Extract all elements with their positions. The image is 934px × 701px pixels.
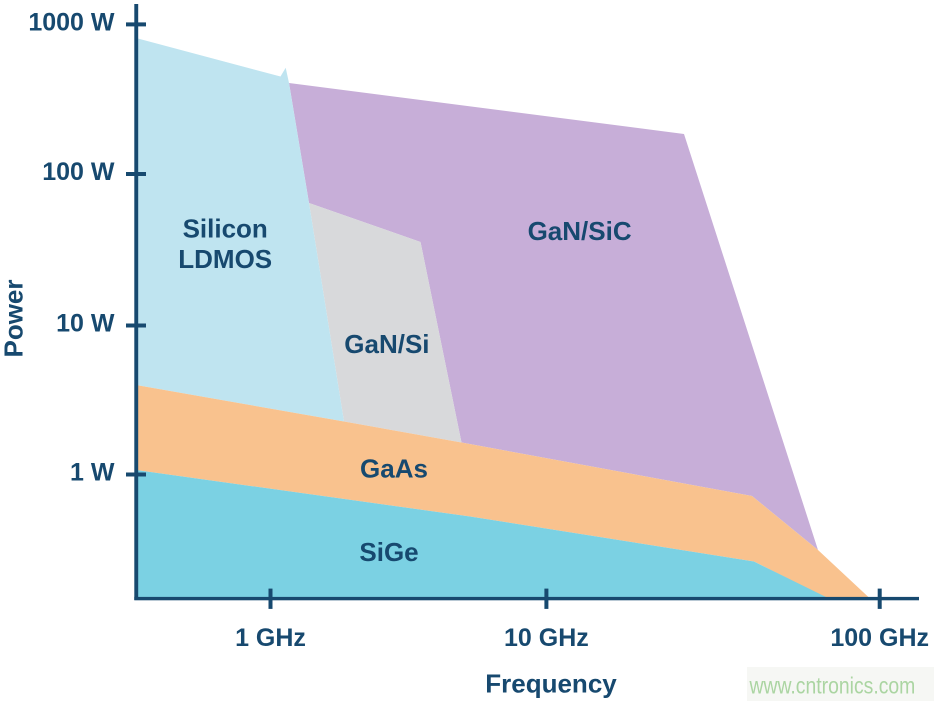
svg-text:Power: Power [0, 279, 29, 357]
svg-text:www.cntronics.com: www.cntronics.com [749, 673, 916, 699]
svg-text:1 W: 1 W [70, 459, 115, 487]
svg-text:10 W: 10 W [56, 310, 115, 338]
svg-text:100 GHz: 100 GHz [830, 624, 929, 652]
svg-text:Silicon: Silicon [183, 214, 268, 244]
svg-text:1 GHz: 1 GHz [235, 624, 306, 652]
svg-text:LDMOS: LDMOS [178, 244, 272, 274]
svg-text:SiGe: SiGe [359, 537, 418, 567]
svg-text:10 GHz: 10 GHz [504, 624, 589, 652]
svg-text:GaN/Si: GaN/Si [344, 329, 429, 359]
svg-text:100 W: 100 W [42, 158, 115, 186]
svg-text:Frequency: Frequency [485, 668, 617, 698]
svg-text:GaN/SiC: GaN/SiC [528, 216, 632, 246]
svg-text:GaAs: GaAs [360, 454, 428, 484]
svg-text:1000 W: 1000 W [28, 8, 115, 36]
